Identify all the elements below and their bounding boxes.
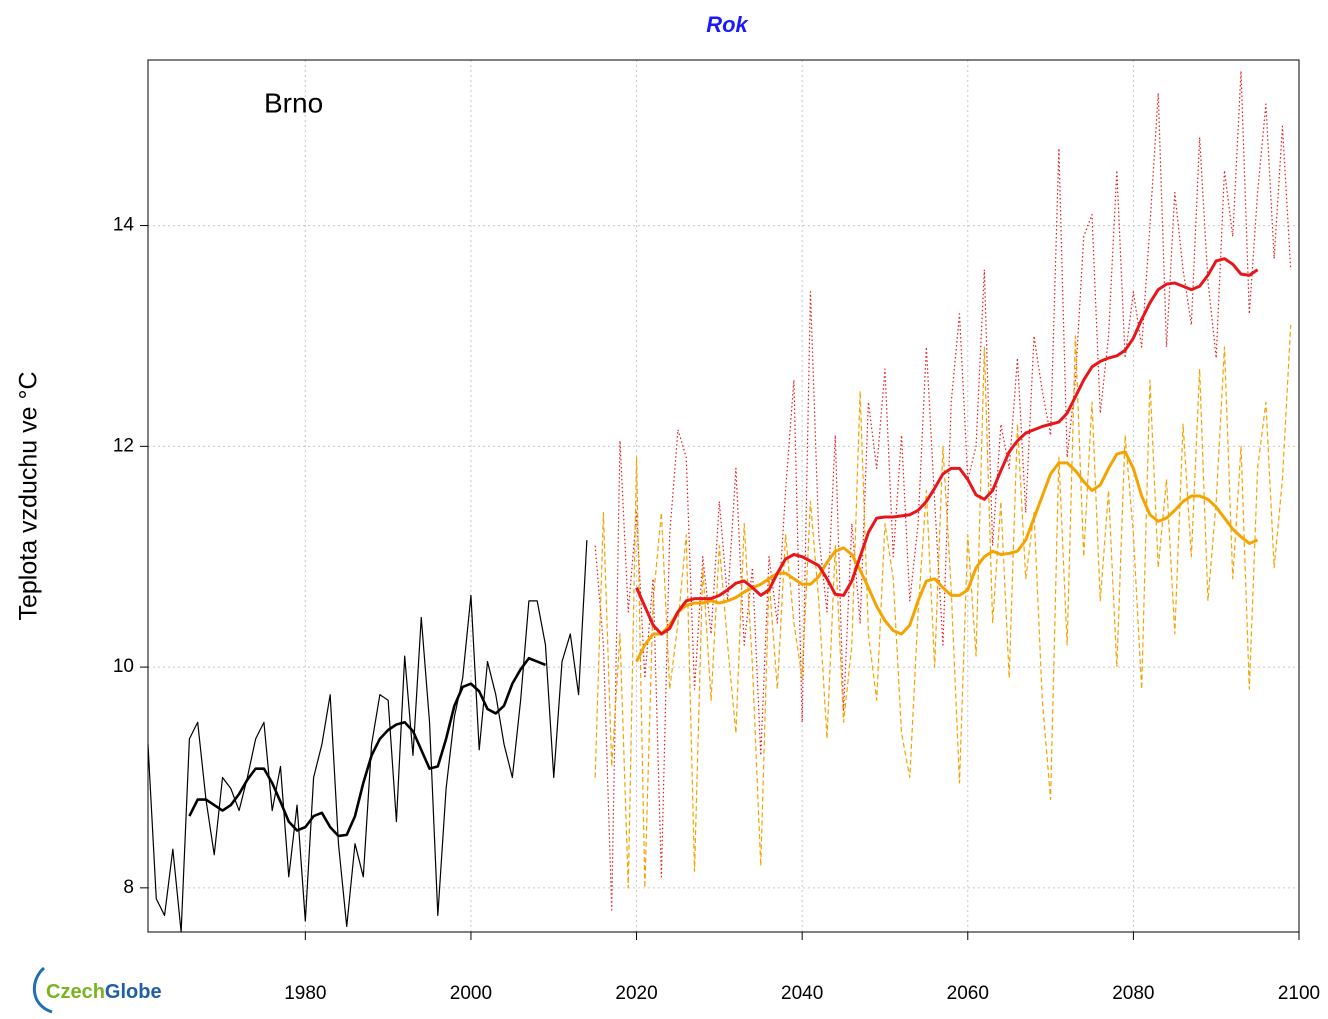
x-tick-label: 1980	[284, 983, 326, 1004]
plot-area: 8 10 12 14 1980 2000 2020 2040 2060 2080 2100	[113, 59, 1320, 1004]
plot-frame	[147, 59, 1300, 933]
series-line	[594, 70, 1292, 911]
y-axis-label: Teplota vzduchu ve °C	[15, 371, 43, 620]
y-tick-label: 14	[113, 215, 135, 236]
series-line	[635, 450, 1259, 663]
x-tick-label: 2080	[1112, 983, 1154, 1004]
series-line	[594, 324, 1292, 889]
x-tick-label: 2020	[615, 983, 657, 1004]
x-tick-label: 2100	[1278, 983, 1320, 1004]
chart-title: Rok	[706, 12, 749, 37]
annotation: Brno	[264, 87, 323, 118]
logo-swoosh	[32, 966, 53, 1014]
logo-part: Globe	[105, 981, 162, 1003]
series-line	[635, 257, 1259, 636]
x-tick-label: 2060	[947, 983, 989, 1004]
y-tick-label: 8	[123, 877, 134, 898]
x-tick-label: 2040	[781, 983, 823, 1004]
series-line	[147, 540, 588, 933]
series-line	[188, 656, 546, 838]
y-tick-label: 12	[113, 435, 134, 456]
logo-part: Czech	[46, 981, 105, 1003]
y-tick-label: 10	[113, 656, 134, 677]
logo: CzechGlobe	[32, 966, 162, 1014]
logo-text: CzechGlobe	[46, 981, 162, 1003]
x-tick-label: 2000	[450, 983, 492, 1004]
